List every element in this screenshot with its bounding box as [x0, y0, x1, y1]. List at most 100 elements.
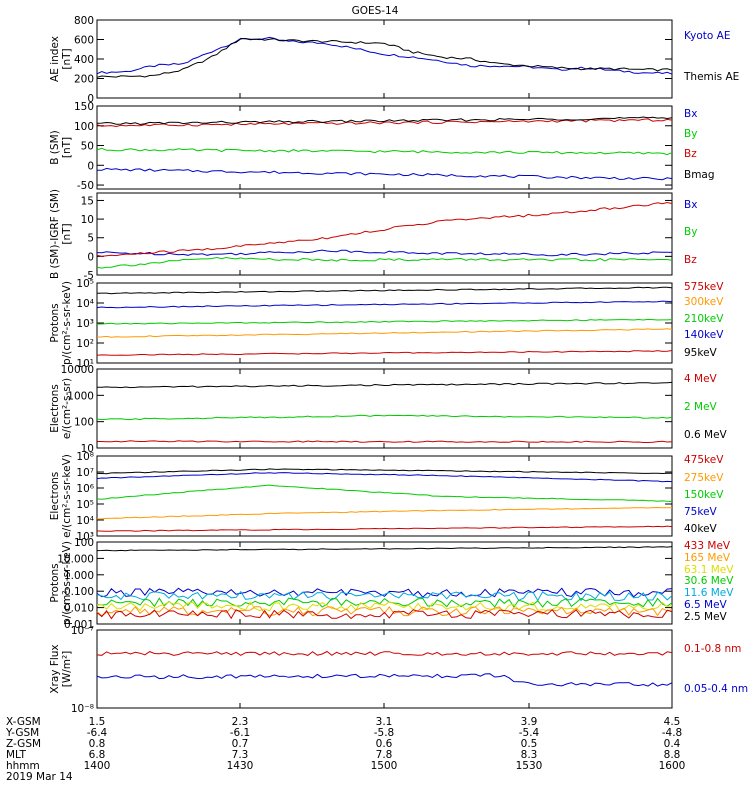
panel-frame — [96, 19, 673, 99]
footer-value: 8.3 — [521, 749, 538, 761]
footer-value: 3.9 — [521, 716, 538, 728]
legend-label: 0.1-0.8 nm — [684, 643, 741, 655]
y-tick-label: 100 — [74, 417, 94, 429]
series-line-By — [96, 147, 673, 156]
legend-label: Kyoto AE — [684, 30, 730, 42]
legend-label: 575keV — [684, 281, 724, 293]
legend-label: 275keV — [684, 472, 724, 484]
series-line-2.5-MeV — [96, 546, 673, 552]
footer-date: 2019 Mar 14 — [6, 771, 73, 783]
y-tick-label: 1.000 — [64, 570, 94, 582]
legend-label: 63.1 MeV — [684, 564, 734, 576]
series-line-30.6-MeV — [96, 597, 673, 608]
footer-value: -5.8 — [374, 727, 395, 739]
legend-label: 0.6 MeV — [684, 429, 728, 441]
y-tick-label: 0 — [87, 93, 94, 105]
panel-8: 10⁻⁸ 10⁻⁷ Xray Flux [W/m²] 0.1-0.8 nm 0.05-0.… — [49, 625, 748, 715]
legend-label: 2.5 MeV — [684, 611, 728, 623]
series-line-6.5-MeV — [96, 587, 673, 598]
footer-value: -6.4 — [87, 727, 108, 739]
y-tick-label: 10⁻⁸ — [71, 703, 94, 715]
y-axis-label: Electrons — [49, 472, 61, 521]
y-tick-label: 10⁷ — [76, 467, 94, 479]
series-line-275keV — [97, 506, 672, 520]
y-tick-label: 10⁵ — [76, 499, 94, 511]
footer-value: -4.8 — [662, 727, 683, 739]
y-axis-label: [nT] — [61, 137, 73, 158]
y-tick-label: 10⁴ — [76, 515, 94, 527]
chart-title: GOES-14 — [352, 5, 399, 17]
legend-label: 40keV — [684, 523, 718, 535]
legend-label: 30.6 MeV — [684, 575, 734, 587]
y-tick-label: 0.100 — [64, 586, 94, 598]
footer-value: 1500 — [371, 760, 398, 772]
legend-label: 300keV — [684, 296, 724, 308]
series-line-4-MeV — [97, 440, 673, 443]
y-axis-label: B (SM)-IGRF (SM) — [49, 189, 61, 279]
footer-row-label: MLT — [6, 749, 26, 761]
series-line-75keV — [96, 472, 673, 483]
series-line-2-MeV — [96, 414, 673, 421]
panel-frame — [96, 629, 673, 709]
y-axis-label: p/(cm²-s-sr-keV) — [61, 281, 73, 365]
y-tick-label: 100 — [74, 121, 94, 133]
y-tick-label: 10000 — [61, 364, 94, 376]
legend-label: Bz — [684, 254, 697, 266]
legend-label: 165 MeV — [684, 552, 731, 564]
legend-label: 210keV — [684, 313, 724, 325]
footer-row-label: Y-GSM — [5, 727, 39, 739]
series-line-150keV — [96, 484, 673, 502]
legend-label: Themis AE — [683, 71, 739, 83]
legend-label: 11.6 MeV — [684, 587, 734, 599]
y-axis-label: p/(cm²-s-sr-keV) — [61, 541, 73, 625]
series-line-Kyoto-AE — [96, 36, 673, 75]
y-tick-label: 800 — [74, 15, 94, 27]
y-axis-label: Protons — [49, 563, 61, 602]
y-tick-label: 10⁴ — [76, 298, 94, 310]
legend-label: 140keV — [684, 329, 724, 341]
footer-value: 1600 — [659, 760, 686, 772]
footer-value: 1530 — [516, 760, 543, 772]
panel-4: 10¹ 10² 10³ 10⁴ 10⁵ Protons p/(cm²-s-sr-keV) 57… — [49, 278, 724, 370]
legend-label: 433 MeV — [684, 540, 731, 552]
series-line-Bmag — [96, 116, 673, 126]
legend-label: Bmag — [684, 169, 715, 181]
footer-row-label: Z-GSM — [6, 738, 41, 750]
series-line-433-MeV — [96, 609, 673, 620]
y-tick-label: 10⁵ — [76, 278, 94, 290]
legend-label: Bx — [684, 108, 697, 120]
y-axis-label: B (SM) — [49, 130, 61, 164]
footer-value: 0.4 — [664, 738, 681, 750]
y-tick-label: -50 — [77, 180, 94, 192]
y-axis-label: Xray Flux — [49, 644, 61, 693]
series-line-140keV — [96, 328, 673, 338]
y-tick-label: 150 — [74, 101, 94, 113]
series-line-63.1-MeV — [96, 601, 673, 612]
y-tick-label: 15 — [81, 195, 94, 207]
y-tick-label: 100 — [74, 537, 94, 549]
y-tick-label: 0 — [87, 251, 94, 263]
y-tick-label: 10⁸ — [76, 451, 94, 463]
y-axis-label: e/(cm²-s-sr) — [61, 378, 73, 439]
series-line-0.1-0.8-nm — [96, 650, 673, 656]
panel-frame — [96, 192, 673, 276]
footer-value: -6.1 — [230, 727, 251, 739]
series-line-575keV — [96, 286, 673, 295]
legend-label: By — [684, 226, 697, 238]
y-tick-label: 10 — [81, 443, 94, 455]
series-line-Bx — [96, 249, 673, 257]
y-tick-label: 10² — [76, 338, 94, 350]
series-line-475keV — [96, 525, 673, 532]
footer-table: X-GSM 1.5 2.3 3.1 3.9 4.5 Y-GSM -6.4 -6.1 -5.8 -5.… — [5, 716, 685, 783]
footer-value: 3.1 — [376, 716, 393, 728]
footer-value: -5.4 — [519, 727, 540, 739]
legend-label: 2 MeV — [684, 401, 718, 413]
panel-6: 10³ 10⁴ 10⁵ 10⁶ 10⁷ 10⁸ Electrons e/(cm²-s-sr-k… — [49, 451, 724, 543]
footer-value: 0.5 — [521, 738, 538, 750]
legend-label: 0.05-0.4 nm — [684, 683, 748, 695]
series-line-95keV — [96, 350, 673, 356]
panel-frame — [96, 455, 673, 537]
y-tick-label: 10³ — [76, 531, 94, 543]
